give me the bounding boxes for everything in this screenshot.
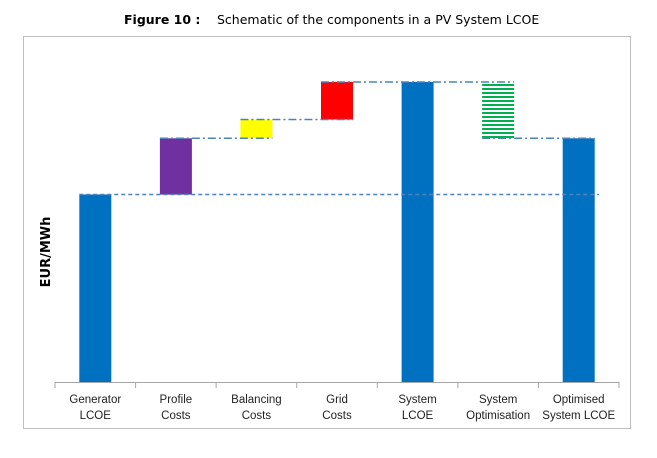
bar-optimised-system-lcoe: [562, 138, 595, 383]
bar-profile-costs: [159, 138, 192, 195]
chart-frame: [23, 36, 631, 429]
bar-grid-costs: [321, 82, 353, 120]
figure-label: Figure 10 :: [124, 12, 201, 27]
x-tick-label: Optimised System LCOE: [542, 394, 615, 422]
x-tick-label: Balancing Costs: [231, 394, 282, 422]
x-tick-labels: Generator LCOE Profile Costs Balancing Costs G…: [69, 394, 615, 422]
figure-caption-text: Schematic of the components in a PV Syst…: [217, 12, 540, 27]
y-axis-label: EUR/MWh: [39, 217, 54, 288]
x-axis: [54, 382, 620, 388]
x-tick-label: Generator LCOE: [69, 394, 121, 422]
x-tick-label: System Optimisation: [466, 394, 530, 422]
bars-group: [79, 82, 595, 383]
figure-caption: Figure 10 : Schematic of the components …: [0, 10, 657, 30]
bar-balancing-costs: [240, 119, 273, 139]
bar-system-lcoe: [401, 82, 434, 382]
bar-system-optimisation: [482, 82, 515, 139]
x-tick-label: Grid Costs: [322, 394, 352, 422]
connector-lines: [79, 81, 599, 196]
x-tick-label: System LCOE: [398, 394, 436, 422]
x-tick-label: Profile Costs: [160, 394, 193, 422]
bar-generator-lcoe: [79, 194, 112, 382]
